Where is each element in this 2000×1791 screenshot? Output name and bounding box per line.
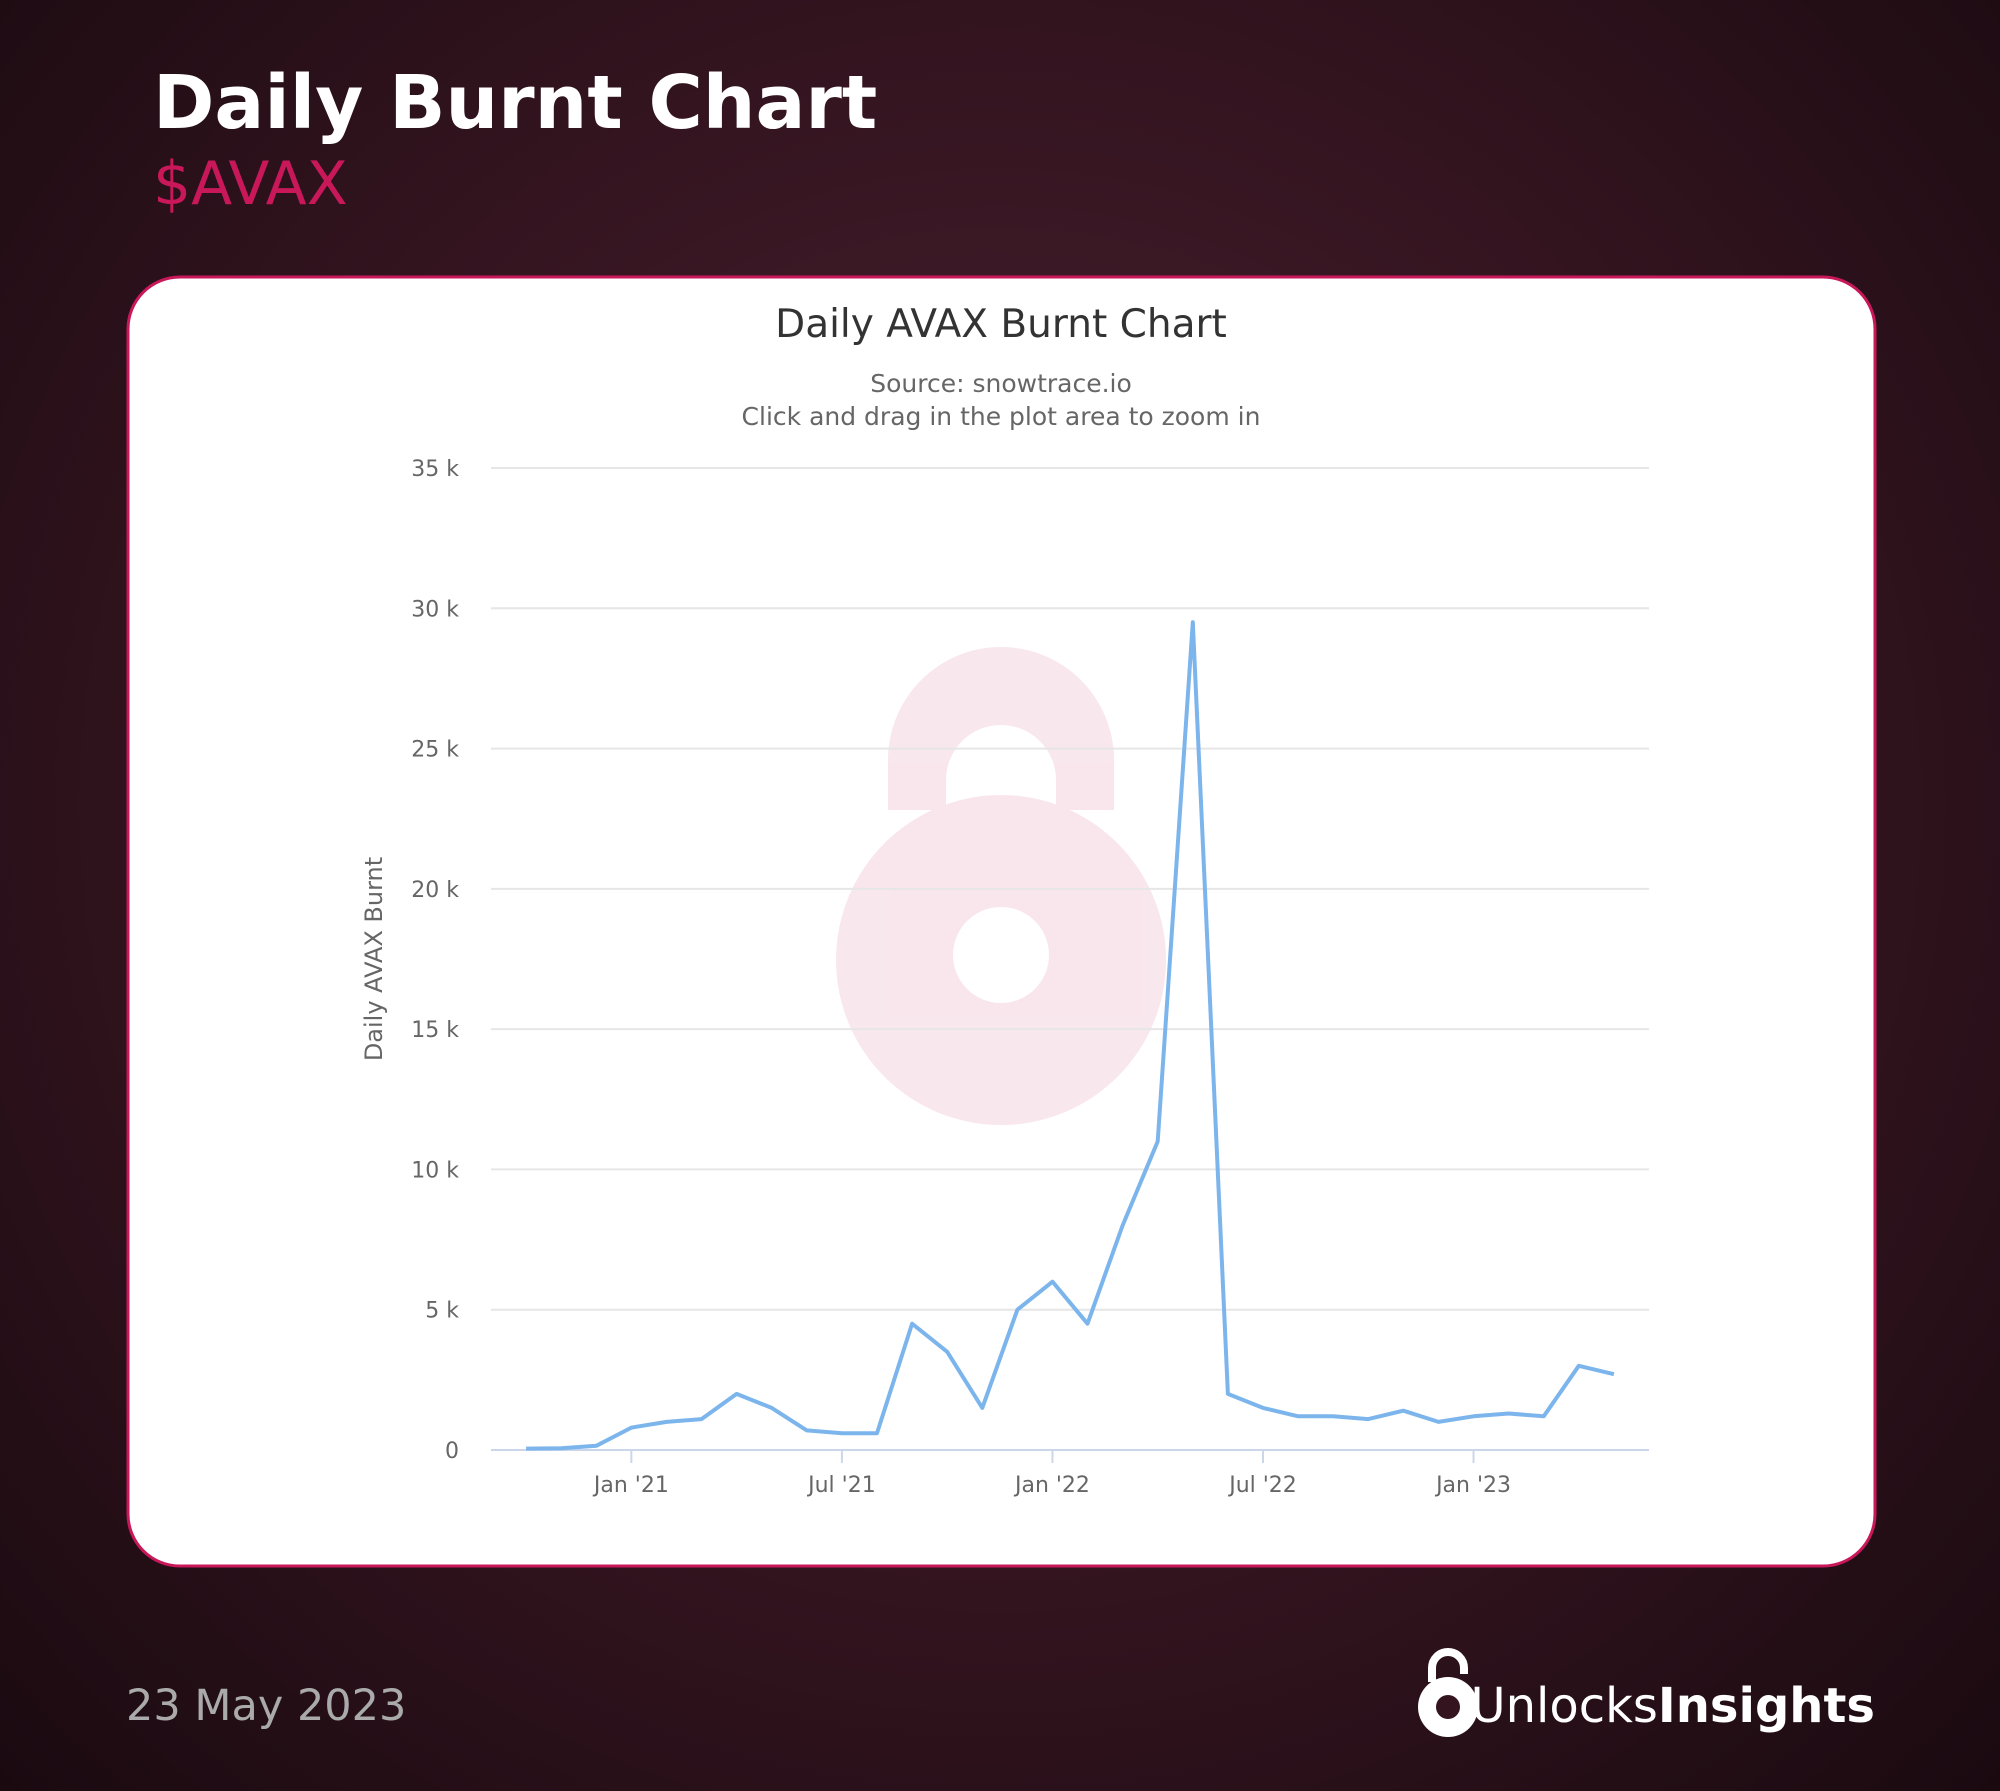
y-tick-label: 35 k bbox=[411, 457, 459, 482]
brand-logo bbox=[1418, 1648, 1478, 1737]
footer-date: 23 May 2023 bbox=[126, 1681, 406, 1731]
brand-bold: Insights bbox=[1658, 1678, 1875, 1734]
y-tick-label: 25 k bbox=[411, 738, 459, 763]
brand-name: UnlocksInsights bbox=[1470, 1678, 1875, 1734]
chart-subtitle: Click and drag in the plot area to zoom … bbox=[742, 402, 1261, 431]
y-tick-label: 15 k bbox=[411, 1018, 459, 1043]
y-tick-label: 30 k bbox=[411, 597, 459, 622]
data-line bbox=[526, 620, 1615, 1451]
x-tick-label: Jan '22 bbox=[1013, 1473, 1090, 1498]
y-tick-label: 0 bbox=[445, 1439, 459, 1464]
page-subtitle: $AVAX bbox=[153, 149, 348, 219]
card bbox=[126, 275, 1877, 1568]
x-tick-label: Jul '22 bbox=[1227, 1473, 1297, 1498]
x-tick-label: Jan '23 bbox=[1434, 1473, 1511, 1498]
page-title: Daily Burnt Chart bbox=[153, 60, 877, 146]
y-tick-label: 20 k bbox=[411, 878, 459, 903]
brand-light: Unlocks bbox=[1470, 1678, 1657, 1734]
chart-title: Daily AVAX Burnt Chart bbox=[775, 302, 1227, 347]
x-tick-label: Jan '21 bbox=[592, 1473, 669, 1498]
y-tick-label: 5 k bbox=[425, 1299, 459, 1324]
watermark bbox=[836, 647, 1166, 1125]
x-tick-label: Jul '21 bbox=[806, 1473, 876, 1498]
y-axis-label: Daily AVAX Burnt bbox=[360, 857, 388, 1061]
chart-subtitle: Source: snowtrace.io bbox=[870, 369, 1132, 398]
y-tick-label: 10 k bbox=[411, 1158, 459, 1183]
